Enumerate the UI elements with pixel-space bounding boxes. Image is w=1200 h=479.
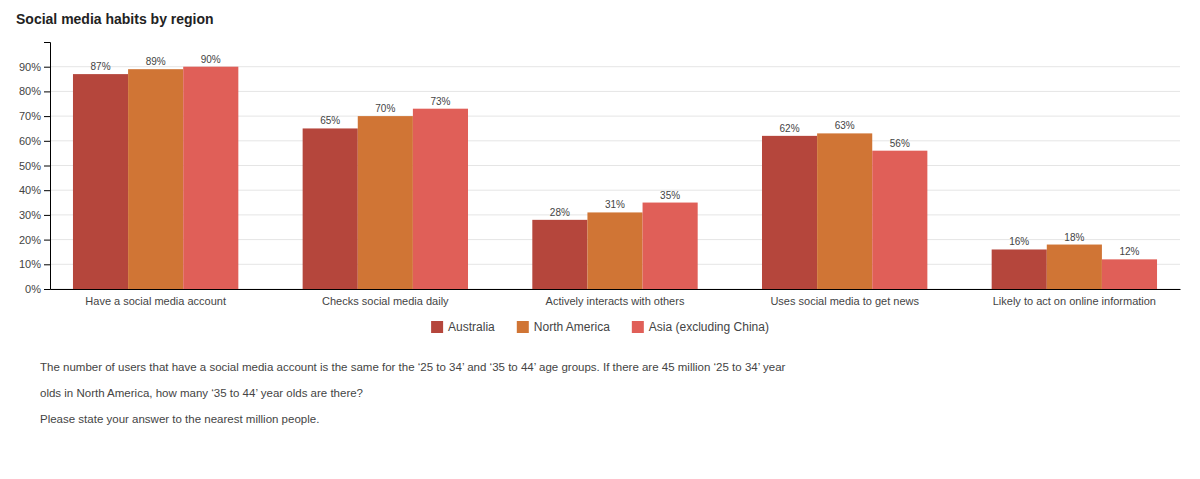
bar (532, 220, 587, 289)
x-tick-label: Likely to act on online information (993, 295, 1156, 307)
y-tick-label: 40% (19, 184, 41, 196)
bar (73, 74, 128, 289)
data-label: 90% (201, 54, 221, 65)
y-tick-mark (44, 240, 50, 241)
grid (50, 67, 1180, 289)
data-label: 63% (835, 120, 855, 131)
legend-item: Asia (excluding China) (632, 320, 769, 334)
y-tick: 40% (19, 184, 50, 196)
legend-label: North America (534, 320, 610, 334)
y-tick-mark (44, 67, 50, 68)
data-label: 73% (430, 96, 450, 107)
x-tick: Checks social media daily (322, 295, 449, 307)
bar (303, 128, 358, 289)
bar (992, 249, 1047, 289)
data-label: 62% (780, 123, 800, 134)
y-tick: 60% (19, 135, 50, 147)
bar (1047, 245, 1102, 289)
legend-label: Australia (448, 320, 495, 334)
y-axis: 0% 10% 20% 30% 40% 50% 60% 70% 80% 90% (19, 43, 51, 296)
y-tick-label: 30% (19, 209, 41, 221)
y-tick: 70% (19, 110, 50, 122)
y-tick-label: 80% (19, 85, 41, 97)
x-tick: Likely to act on online information (993, 295, 1156, 307)
legend-swatch (517, 321, 529, 333)
x-tick-label: Checks social media daily (322, 295, 449, 307)
annotation: olds in North America, how many ‘35 to 4… (40, 387, 363, 399)
x-tick-label: Uses social media to get news (770, 295, 919, 307)
y-tick-mark (44, 166, 50, 167)
annotation: Please state your answer to the nearest … (40, 413, 319, 425)
y-tick-label: 90% (19, 61, 41, 73)
y-tick-mark (44, 264, 50, 265)
y-tick: 30% (19, 209, 50, 221)
bar (817, 133, 872, 289)
x-axis-line (51, 289, 1181, 290)
data-label: 65% (320, 115, 340, 126)
bar (1102, 259, 1157, 289)
bars (73, 67, 1157, 289)
y-tick-mark (44, 215, 50, 216)
y-tick: 50% (19, 160, 50, 172)
data-label: 35% (660, 190, 680, 201)
legend-item: North America (517, 320, 610, 334)
y-tick-label: 70% (19, 110, 41, 122)
annotation: The number of users that have a social m… (40, 361, 786, 373)
bar (128, 69, 183, 289)
y-tick-label: 50% (19, 160, 41, 172)
y-tick: 80% (19, 85, 50, 97)
y-tick-label: 0% (25, 283, 41, 295)
bar (762, 136, 817, 289)
y-tick-label: 10% (19, 258, 41, 270)
y-axis-line (44, 43, 51, 290)
bar (587, 212, 642, 289)
y-tick: 90% (19, 61, 50, 73)
data-label: 28% (550, 207, 570, 218)
y-tick-label: 60% (19, 135, 41, 147)
chart: Social media habits by region 0% 10% 20% 30%… (0, 0, 1200, 479)
y-tick-mark (44, 289, 50, 290)
legend: Australia North America Asia (excluding Ch… (431, 320, 769, 334)
x-tick: Have a social media account (85, 295, 226, 307)
bar (358, 116, 413, 289)
title: Social media habits by region (16, 11, 214, 27)
data-label: 12% (1119, 246, 1139, 257)
bar (872, 151, 927, 289)
y-tick-mark (44, 91, 50, 92)
x-tick-label: Actively interacts with others (546, 295, 685, 307)
data-label: 89% (146, 56, 166, 67)
y-tick: 10% (19, 258, 50, 270)
legend-label: Asia (excluding China) (649, 320, 769, 334)
data-label: 31% (605, 199, 625, 210)
plot: 0% 10% 20% 30% 40% 50% 60% 70% 80% 90% Have a soci… (19, 43, 1181, 307)
bar (643, 203, 698, 289)
legend-swatch (431, 321, 443, 333)
data-label: 18% (1064, 232, 1084, 243)
data-label: 56% (890, 138, 910, 149)
y-tick-mark (44, 190, 50, 191)
legend-item: Australia (431, 320, 495, 334)
y-tick-label: 20% (19, 234, 41, 246)
y-tick-mark (44, 141, 50, 142)
data-labels: 87% 65% 28% 62% 16% 89% 70% 31% 63% 18% 90% 73% 35% 5… (91, 54, 1140, 258)
y-tick: 20% (19, 234, 50, 246)
x-tick-label: Have a social media account (85, 295, 226, 307)
y-tick: 0% (25, 283, 50, 295)
x-tick: Uses social media to get news (770, 295, 919, 307)
data-label: 87% (91, 61, 111, 72)
bar (413, 109, 468, 289)
x-axis: Have a social media account Checks social… (51, 290, 1181, 307)
x-tick: Actively interacts with others (546, 295, 685, 307)
legend-swatch (632, 321, 644, 333)
bar (183, 67, 238, 289)
data-label: 70% (375, 103, 395, 114)
data-label: 16% (1009, 236, 1029, 247)
y-tick-mark (44, 116, 50, 117)
